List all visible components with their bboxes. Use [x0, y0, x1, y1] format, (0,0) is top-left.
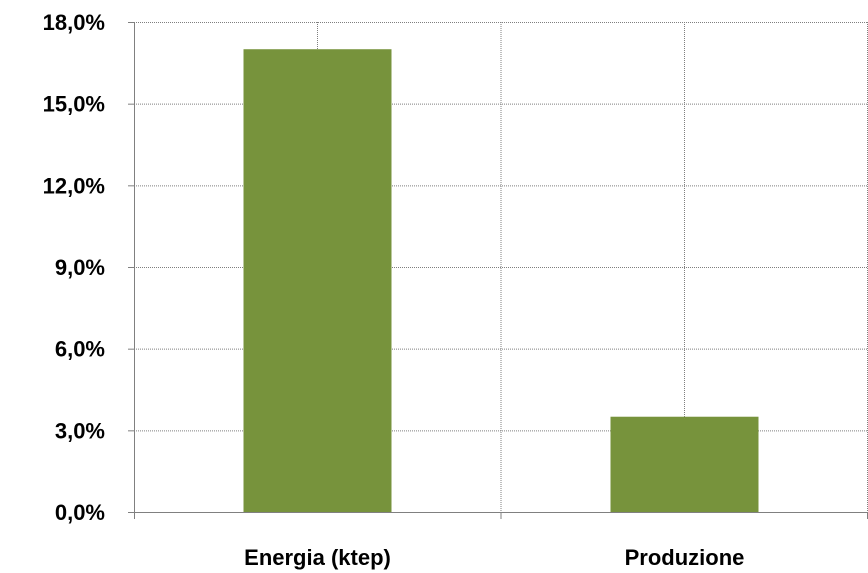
y-tick-label: 3,0%: [55, 418, 105, 443]
x-category-label: Produzione: [625, 545, 745, 570]
bar-produzione: [610, 416, 759, 512]
y-tick-label: 12,0%: [43, 173, 105, 198]
y-tick-label: 6,0%: [55, 337, 105, 362]
y-axis-tick-labels: 0,0% 3,0% 6,0% 9,0% 12,0% 15,0% 18,0%: [43, 10, 105, 525]
x-category-label: Energia (ktep): [244, 545, 391, 570]
y-tick-label: 18,0%: [43, 10, 105, 35]
bar-energia-ktep: [243, 49, 392, 512]
x-axis-category-labels: Energia (ktep) Produzione: [244, 545, 744, 570]
y-tick-label: 9,0%: [55, 255, 105, 280]
bars: [243, 49, 759, 512]
y-tick-label: 15,0%: [43, 92, 105, 117]
y-tick-label: 0,0%: [55, 500, 105, 525]
